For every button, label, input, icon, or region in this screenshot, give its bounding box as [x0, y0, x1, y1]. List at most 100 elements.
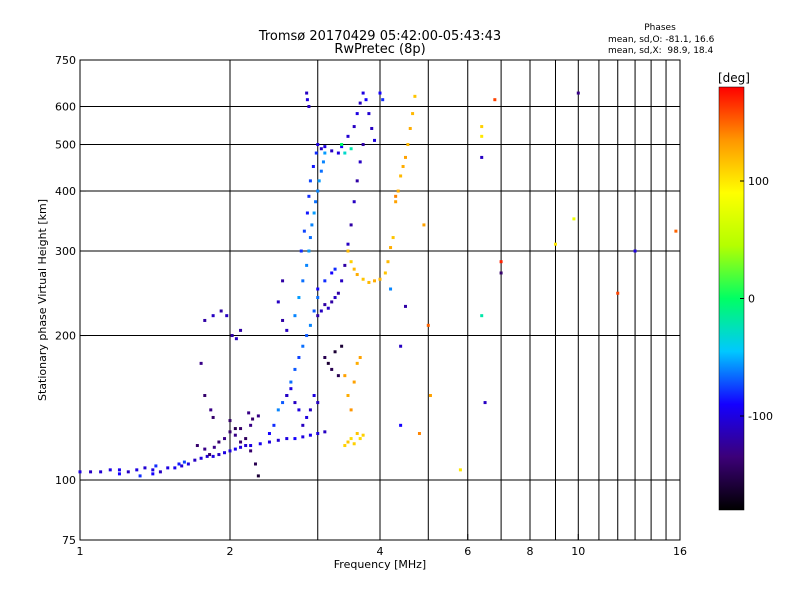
data-point: [305, 263, 309, 267]
data-point: [480, 125, 484, 129]
data-point: [352, 125, 356, 129]
data-point: [352, 380, 356, 384]
data-point: [307, 194, 311, 198]
data-point: [480, 134, 484, 138]
data-point: [293, 367, 297, 371]
phases-heading: Phases: [644, 23, 676, 33]
data-point: [293, 401, 297, 405]
data-point: [367, 280, 371, 284]
data-point: [330, 367, 334, 371]
data-point: [408, 126, 412, 130]
data-point: [208, 453, 212, 457]
data-point: [251, 417, 255, 421]
data-point: [281, 401, 285, 405]
data-point: [394, 200, 398, 204]
data-point: [272, 423, 276, 427]
data-point: [267, 432, 271, 436]
data-point: [244, 437, 248, 441]
data-point: [349, 260, 353, 264]
data-point: [299, 249, 303, 253]
chart-title-line2: RwPretec (8p): [334, 42, 425, 57]
data-point: [89, 470, 93, 474]
x-axis-ticks: 1 2 4 6 8 10 16: [77, 534, 687, 558]
data-point: [319, 169, 323, 173]
data-point: [249, 444, 253, 448]
data-point: [616, 291, 620, 295]
data-point: [349, 437, 353, 441]
x-tick-label: 1: [77, 545, 84, 558]
data-point: [135, 468, 139, 472]
data-point: [281, 279, 285, 283]
data-point: [411, 112, 415, 116]
data-point: [373, 279, 377, 283]
data-point: [394, 194, 398, 198]
y-tick-label: 100: [55, 474, 76, 487]
data-point: [249, 449, 253, 453]
data-point: [426, 323, 430, 327]
data-point: [381, 98, 385, 102]
chart-title-line1: Tromsø 20170429 05:42:00-05:43:43: [258, 29, 501, 44]
data-point: [244, 444, 248, 448]
data-point: [158, 470, 162, 474]
data-point: [302, 229, 306, 233]
data-point: [314, 200, 318, 204]
data-point: [217, 440, 221, 444]
data-point: [378, 91, 382, 95]
data-point: [343, 444, 347, 448]
y-tick-label: 500: [55, 139, 76, 152]
data-point: [249, 423, 253, 427]
data-point: [352, 442, 356, 446]
data-point: [389, 287, 393, 291]
data-point: [340, 344, 344, 348]
data-point: [233, 427, 237, 431]
data-point: [297, 296, 301, 300]
data-point: [195, 444, 199, 448]
data-point: [346, 249, 350, 253]
data-point: [386, 260, 390, 264]
data-point: [205, 454, 209, 458]
data-point: [301, 435, 305, 439]
data-point: [361, 91, 365, 95]
data-point: [301, 344, 305, 348]
data-point: [285, 394, 289, 398]
data-point: [228, 419, 232, 423]
x-tick-label: 2: [227, 545, 234, 558]
data-point: [308, 179, 312, 183]
data-point: [323, 303, 327, 307]
data-point: [352, 200, 356, 204]
data-point: [305, 98, 309, 102]
data-point: [367, 112, 371, 116]
data-point: [78, 470, 82, 474]
data-point: [483, 401, 487, 405]
data-point: [223, 451, 227, 455]
data-point: [399, 344, 403, 348]
data-point: [428, 394, 432, 398]
data-point: [355, 432, 359, 436]
data-point: [305, 211, 309, 215]
data-point: [358, 160, 362, 164]
data-point: [343, 374, 347, 378]
data-point: [108, 468, 112, 472]
data-point: [314, 151, 318, 155]
colorbar-tick-label: -100: [748, 410, 773, 423]
data-point: [276, 300, 280, 304]
data-point: [499, 271, 503, 275]
x-tick-label: 6: [464, 545, 471, 558]
data-point: [349, 223, 353, 227]
data-point: [383, 271, 387, 275]
data-point: [199, 361, 203, 365]
data-point: [361, 433, 365, 437]
data-point: [308, 433, 312, 437]
data-point: [143, 466, 147, 470]
data-point: [239, 427, 243, 431]
data-point: [422, 223, 426, 227]
data-point: [352, 267, 356, 271]
data-point: [355, 273, 359, 277]
data-point: [281, 318, 285, 322]
data-point: [330, 271, 334, 275]
data-point: [349, 147, 353, 151]
x-tick-label: 10: [571, 545, 585, 558]
data-point: [316, 432, 320, 436]
data-point: [219, 309, 223, 313]
